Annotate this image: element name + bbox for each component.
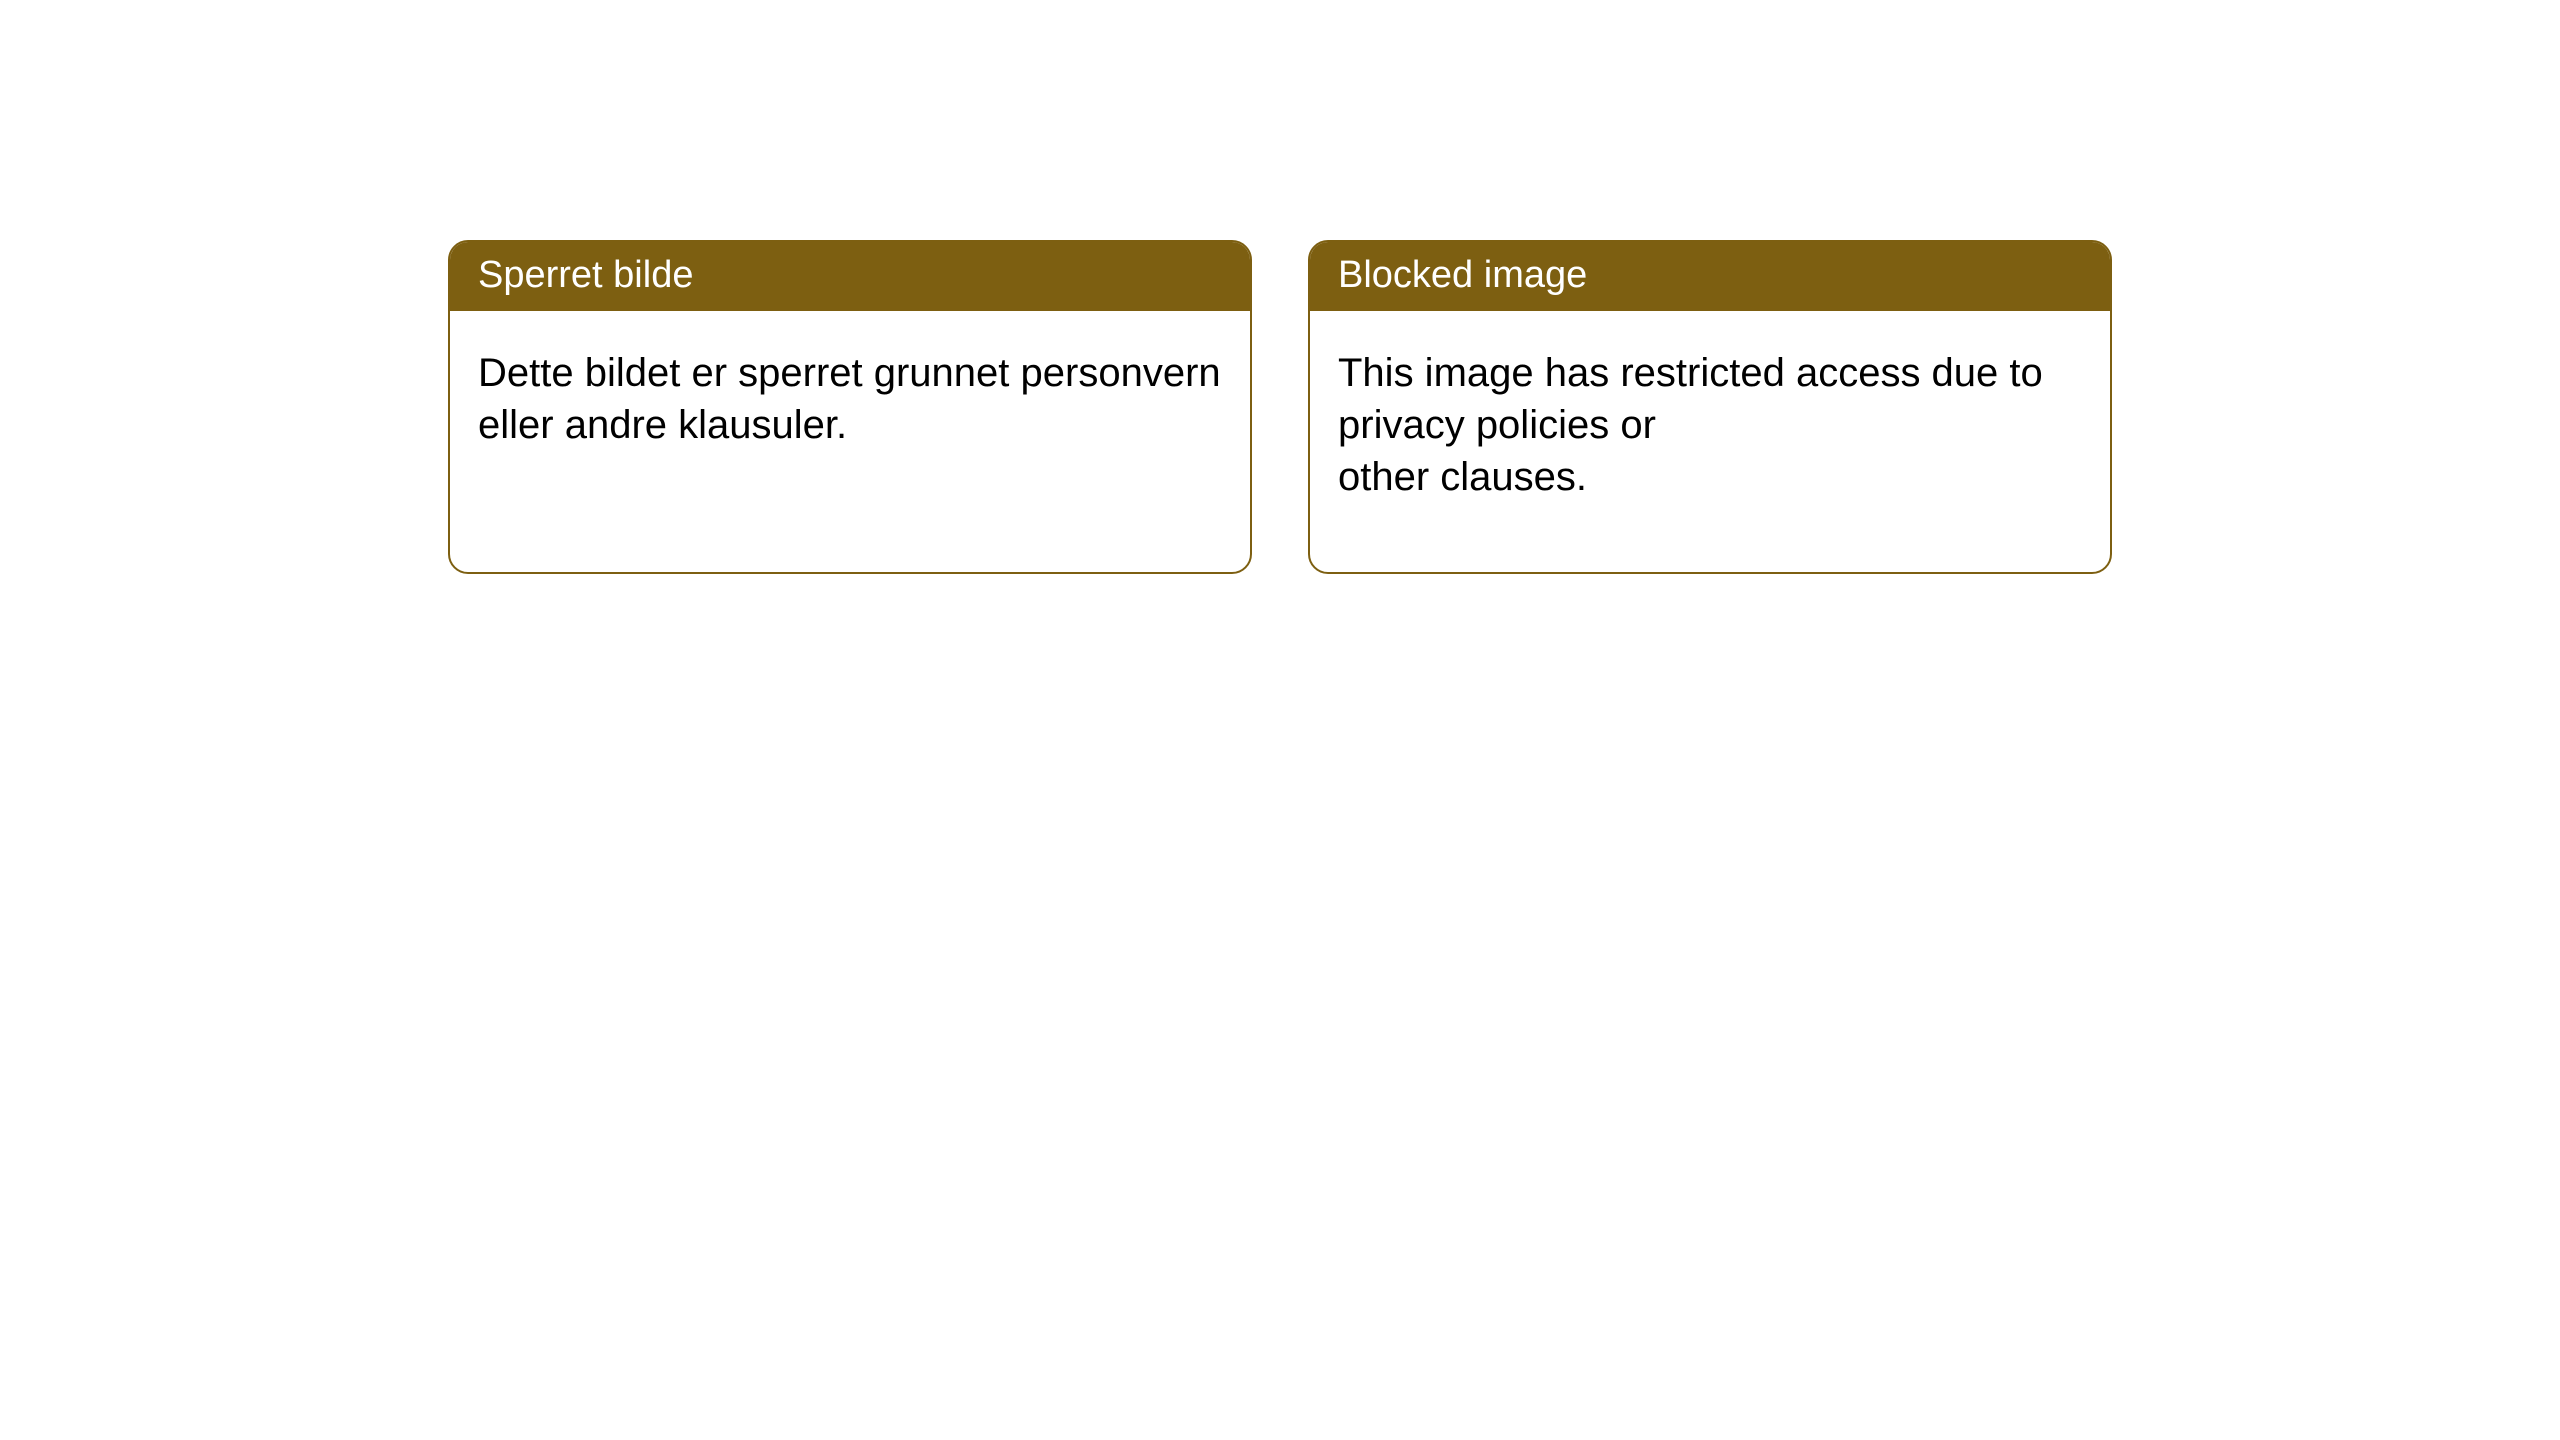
notice-card-english: Blocked image This image has restricted … bbox=[1308, 240, 2112, 574]
notice-title: Blocked image bbox=[1310, 242, 2110, 311]
notice-container: Sperret bilde Dette bildet er sperret gr… bbox=[0, 0, 2560, 574]
notice-body: Dette bildet er sperret grunnet personve… bbox=[450, 311, 1250, 487]
notice-card-norwegian: Sperret bilde Dette bildet er sperret gr… bbox=[448, 240, 1252, 574]
notice-body: This image has restricted access due to … bbox=[1310, 311, 2110, 539]
notice-title: Sperret bilde bbox=[450, 242, 1250, 311]
